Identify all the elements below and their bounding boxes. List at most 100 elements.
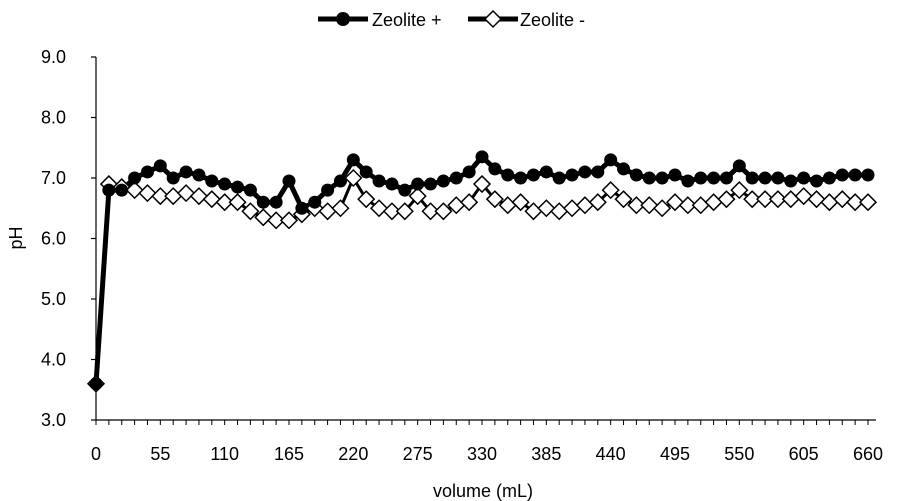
data-point-zeolite-minus xyxy=(202,190,221,209)
data-point-zeolite-plus xyxy=(539,165,553,179)
data-point-zeolite-plus xyxy=(552,171,566,185)
data-point-zeolite-plus xyxy=(231,180,245,194)
data-point-zeolite-minus xyxy=(550,202,569,221)
y-tick-label: 8.0 xyxy=(41,108,66,128)
data-point-zeolite-plus xyxy=(822,171,836,185)
data-point-zeolite-minus xyxy=(678,196,697,215)
data-point-zeolite-plus xyxy=(642,171,656,185)
legend-item-zeolite-minus: Zeolite - xyxy=(468,9,585,30)
y-tick-label: 5.0 xyxy=(41,289,66,309)
x-tick-label: 330 xyxy=(467,444,497,464)
data-point-zeolite-minus xyxy=(318,202,337,221)
x-tick-label: 440 xyxy=(596,444,626,464)
data-point-zeolite-plus xyxy=(153,159,167,173)
data-point-zeolite-minus xyxy=(781,190,800,209)
x-tick-label: 220 xyxy=(338,444,368,464)
data-point-zeolite-plus xyxy=(526,168,540,182)
data-point-zeolite-minus xyxy=(138,184,157,203)
y-tick-label: 9.0 xyxy=(41,47,66,67)
data-point-zeolite-plus xyxy=(140,165,154,179)
data-point-zeolite-plus xyxy=(578,165,592,179)
data-point-zeolite-minus xyxy=(382,202,401,221)
data-point-zeolite-plus xyxy=(282,174,296,188)
legend-marker-zeolite-minus xyxy=(483,9,503,29)
data-point-zeolite-plus xyxy=(333,174,347,188)
data-point-zeolite-minus xyxy=(627,196,646,215)
data-point-zeolite-minus xyxy=(421,202,440,221)
data-point-zeolite-plus xyxy=(385,177,399,191)
data-point-zeolite-minus xyxy=(125,181,144,200)
data-point-zeolite-plus xyxy=(205,174,219,188)
series-line-zeolite-minus xyxy=(94,176,868,384)
data-point-zeolite-minus xyxy=(215,193,234,212)
data-point-zeolite-minus xyxy=(640,196,659,215)
x-axis-label: volume (mL) xyxy=(433,481,533,501)
data-point-zeolite-plus xyxy=(475,150,489,164)
data-point-zeolite-plus xyxy=(668,168,682,182)
data-point-zeolite-minus xyxy=(177,184,196,203)
data-point-zeolite-plus xyxy=(89,377,103,391)
data-point-zeolite-plus xyxy=(359,165,373,179)
data-point-zeolite-plus xyxy=(269,195,283,209)
data-point-zeolite-minus xyxy=(472,174,492,194)
data-point-zeolite-plus xyxy=(128,171,142,185)
data-point-zeolite-minus xyxy=(460,193,479,212)
data-point-zeolite-minus xyxy=(344,168,363,188)
data-point-zeolite-minus xyxy=(241,202,260,221)
data-point-zeolite-minus xyxy=(730,181,749,200)
data-point-zeolite-plus xyxy=(784,174,798,188)
data-point-zeolite-plus xyxy=(565,168,579,182)
data-point-zeolite-plus xyxy=(398,183,412,197)
data-point-zeolite-plus xyxy=(604,153,618,167)
data-point-zeolite-minus xyxy=(807,190,826,209)
x-tick-label: 385 xyxy=(531,444,561,464)
legend: Zeolite + Zeolite - xyxy=(318,9,585,30)
y-tick-label: 3.0 xyxy=(41,410,66,430)
data-point-zeolite-plus xyxy=(629,168,643,182)
data-point-zeolite-minus xyxy=(370,199,389,218)
data-point-zeolite-minus xyxy=(228,193,247,212)
x-tick-label: 495 xyxy=(660,444,690,464)
data-point-zeolite-plus xyxy=(424,177,438,191)
data-point-zeolite-plus xyxy=(655,171,669,185)
data-point-zeolite-minus xyxy=(408,187,427,206)
data-point-zeolite-plus xyxy=(719,171,733,185)
data-point-zeolite-minus xyxy=(820,193,839,212)
data-point-zeolite-minus xyxy=(794,187,813,206)
data-point-zeolite-minus xyxy=(434,202,453,221)
data-point-zeolite-plus xyxy=(321,183,335,197)
data-point-zeolite-minus xyxy=(653,199,672,218)
data-point-zeolite-minus xyxy=(563,199,582,218)
data-point-zeolite-minus xyxy=(601,181,620,200)
data-point-zeolite-minus xyxy=(189,187,208,206)
x-tick-label: 165 xyxy=(274,444,304,464)
x-tick-label: 275 xyxy=(403,444,433,464)
data-point-zeolite-plus xyxy=(797,171,811,185)
data-point-zeolite-minus xyxy=(858,193,878,212)
data-point-zeolite-minus xyxy=(357,190,376,209)
legend-label-zeolite-plus: Zeolite + xyxy=(372,10,442,30)
data-point-zeolite-minus xyxy=(485,190,504,209)
data-point-zeolite-plus xyxy=(308,195,322,209)
data-point-zeolite-plus xyxy=(848,168,862,182)
data-point-zeolite-minus xyxy=(575,196,594,215)
data-point-zeolite-plus xyxy=(436,174,450,188)
data-point-zeolite-plus xyxy=(411,177,425,191)
data-point-zeolite-plus xyxy=(488,162,502,176)
data-point-zeolite-plus xyxy=(810,174,824,188)
data-point-zeolite-minus xyxy=(717,190,736,209)
data-point-zeolite-plus xyxy=(218,177,232,191)
data-point-zeolite-plus xyxy=(166,171,180,185)
data-point-zeolite-plus xyxy=(591,165,605,179)
data-point-zeolite-minus xyxy=(743,190,762,209)
data-point-zeolite-plus xyxy=(732,159,746,173)
data-point-zeolite-plus xyxy=(771,171,785,185)
data-point-zeolite-minus xyxy=(267,211,286,230)
data-point-zeolite-plus xyxy=(243,183,257,197)
data-point-zeolite-plus xyxy=(449,171,463,185)
data-point-zeolite-minus xyxy=(395,202,414,221)
data-point-zeolite-plus xyxy=(745,171,759,185)
legend-label-zeolite-minus: Zeolite - xyxy=(520,10,585,30)
data-point-zeolite-plus xyxy=(835,168,849,182)
